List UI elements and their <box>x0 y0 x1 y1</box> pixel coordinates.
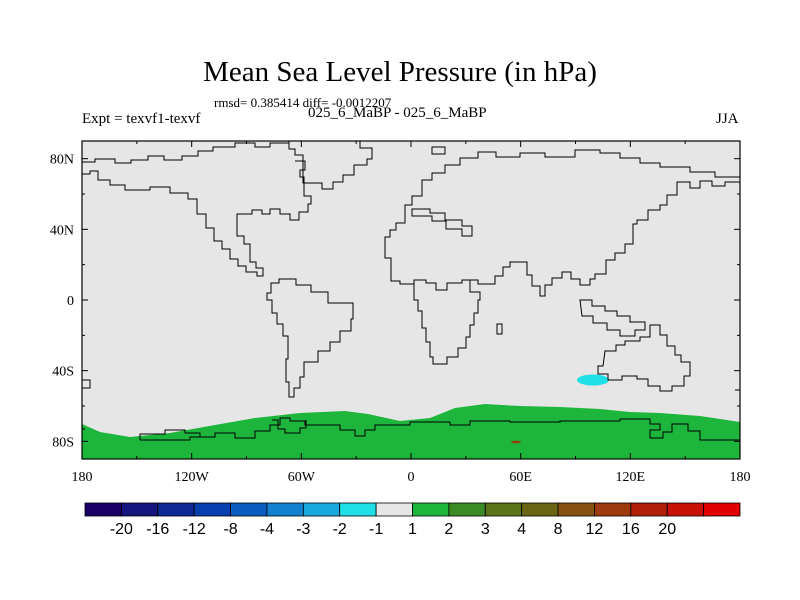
colorbar-label: -2 <box>333 521 347 538</box>
lon-tick-label: 120E <box>616 470 646 485</box>
lat-tick-label: 80N <box>50 153 74 168</box>
colorbar-swatch <box>266 502 304 517</box>
colorbar-label: -12 <box>183 521 206 538</box>
coastline-north-america <box>82 142 289 164</box>
coastline-africa <box>413 280 503 365</box>
lat-tick-label: 40N <box>50 223 74 238</box>
experiment-label: Expt = texvf1-texvf <box>82 111 201 127</box>
colorbar-label: 12 <box>586 521 604 538</box>
lat-tick-label: 80S <box>52 435 74 450</box>
colorbar-label: 2 <box>444 521 453 538</box>
coastline-south-america <box>266 278 354 398</box>
coastline-antarctic-peninsula <box>140 419 307 441</box>
colorbar-swatch <box>412 502 450 517</box>
colorbar-label: -20 <box>110 521 133 538</box>
colorbar-label: 8 <box>554 521 563 538</box>
colorbar-label: -8 <box>223 521 237 538</box>
lat-tick-label: 0 <box>67 294 74 309</box>
colorbar-label: 3 <box>481 521 490 538</box>
stats-text: rmsd= 0.385414 diff= -0.0012207 <box>214 95 392 110</box>
colorbar-label: 4 <box>517 521 526 538</box>
lon-tick-label: 180 <box>730 470 751 485</box>
colorbar-label: 16 <box>622 521 640 538</box>
coastline-north-america-west <box>82 160 312 277</box>
lon-tick-label: 60W <box>288 470 316 485</box>
season-label: JJA <box>716 111 739 127</box>
lon-tick-label: 120W <box>175 470 210 485</box>
colorbar-swatch <box>666 502 705 517</box>
coastline-eurasia <box>398 149 740 224</box>
colorbar-swatch <box>230 502 268 517</box>
colorbar-swatch <box>594 502 632 517</box>
colorbar-swatch <box>521 502 559 517</box>
colorbar-swatch <box>157 502 195 517</box>
colorbar-label: -3 <box>296 521 310 538</box>
lat-tick-label: 40S <box>52 365 74 380</box>
negative-anomaly-region <box>577 374 609 386</box>
colorbar-label: -1 <box>369 521 383 538</box>
colorbar-swatch <box>448 502 486 517</box>
colorbar-swatch <box>193 502 231 517</box>
colorbar-label: 1 <box>408 521 417 538</box>
coastline-southeast-asia <box>579 299 646 337</box>
map-background <box>82 141 740 459</box>
colorbar-swatch <box>557 502 595 517</box>
colorbar-swatch <box>375 502 413 517</box>
lon-tick-label: 60E <box>509 470 532 485</box>
colorbar-label: -4 <box>260 521 274 538</box>
lon-tick-label: 0 <box>408 470 415 485</box>
coastline-new-zealand <box>82 379 91 389</box>
coastline-antarctica <box>139 417 740 441</box>
colorbar-swatch <box>302 502 341 517</box>
colorbar-swatch <box>703 502 741 517</box>
subtitle: 025_6_MaBP - 025_6_MaBP <box>308 105 487 121</box>
map-title: Mean Sea Level Pressure (in hPa) <box>203 56 597 88</box>
lon-tick-label: 180 <box>72 470 93 485</box>
positive-anomaly-region <box>82 404 740 459</box>
colorbar-swatch <box>630 502 668 517</box>
small-anomaly-dot <box>511 440 521 444</box>
colorbar-label: -16 <box>146 521 169 538</box>
colorbar-label: 20 <box>658 521 676 538</box>
coastline-mediterranean <box>411 208 473 237</box>
coastline-australia <box>597 324 691 392</box>
coastline-greenland <box>288 141 373 190</box>
colorbar-swatch <box>484 502 523 517</box>
colorbar-swatch <box>120 502 159 517</box>
coastline-arctic-islands <box>431 146 740 297</box>
coastline-europe-south <box>384 222 470 291</box>
colorbar-swatch <box>84 502 122 517</box>
colorbar-swatch <box>339 502 377 517</box>
